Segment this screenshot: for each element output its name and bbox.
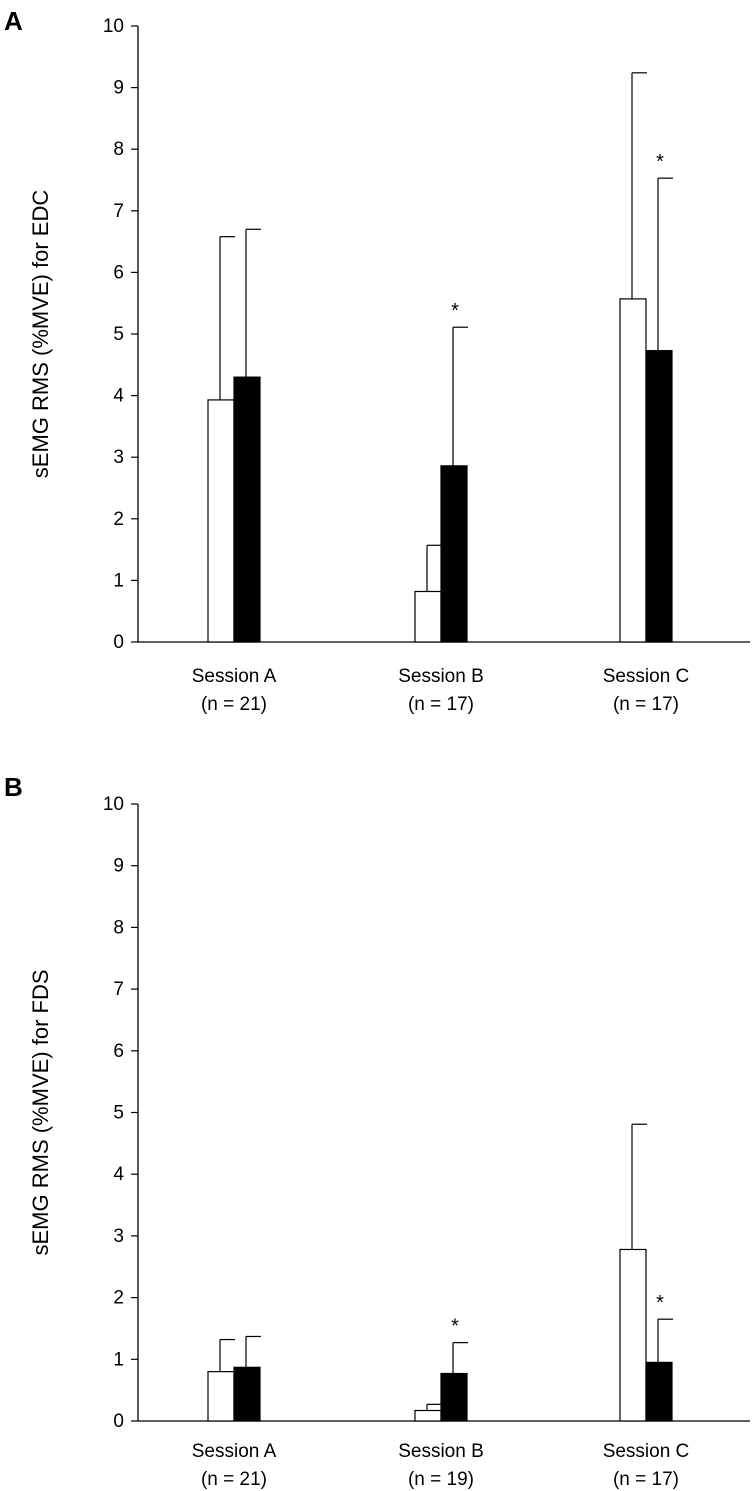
y-tick-label: 9 — [113, 78, 124, 99]
category-n-label: (n = 19) — [408, 1469, 474, 1490]
y-tick-label: 6 — [113, 1041, 124, 1062]
y-tick-label: 3 — [113, 447, 124, 468]
bar-filled — [233, 1366, 261, 1422]
y-tick-label: 7 — [113, 201, 124, 222]
y-tick-label: 7 — [113, 979, 124, 1000]
y-tick-label: 5 — [113, 1103, 124, 1124]
bar-filled — [440, 465, 468, 643]
bar-open — [414, 590, 442, 643]
panel-label-b: B — [4, 772, 23, 802]
y-tick-label: 5 — [113, 324, 124, 345]
bar-open — [207, 399, 235, 643]
y-tick-label: 1 — [113, 570, 124, 591]
category-label: Session A — [192, 666, 277, 687]
category-n-label: (n = 21) — [201, 1469, 267, 1490]
category-label: Session C — [603, 1441, 690, 1462]
y-axis-title: sEMG RMS (%MVE) for EDC — [28, 190, 53, 479]
category-n-label: (n = 17) — [408, 694, 474, 715]
y-tick-label: 4 — [113, 386, 124, 407]
y-tick-label: 0 — [113, 632, 124, 653]
y-tick-label: 0 — [113, 1411, 124, 1432]
y-tick-label: 2 — [113, 1288, 124, 1309]
bar-filled — [233, 376, 261, 643]
bar-filled — [645, 350, 673, 643]
category-label: Session B — [398, 1441, 484, 1462]
significance-marker: * — [656, 151, 664, 173]
y-tick-label: 1 — [113, 1349, 124, 1370]
panel-label-a: A — [4, 6, 23, 36]
significance-marker: * — [656, 1292, 664, 1314]
category-label: Session A — [192, 1441, 277, 1462]
y-tick-label: 6 — [113, 262, 124, 283]
y-tick-label: 3 — [113, 1226, 124, 1247]
y-tick-label: 8 — [113, 917, 124, 938]
category-label: Session C — [603, 666, 690, 687]
category-n-label: (n = 17) — [613, 694, 679, 715]
y-tick-label: 10 — [103, 794, 124, 815]
category-n-label: (n = 21) — [201, 694, 267, 715]
bar-open — [619, 298, 647, 643]
category-label: Session B — [398, 666, 484, 687]
bar-open — [207, 1371, 235, 1422]
bar-filled — [440, 1372, 468, 1422]
bar-open — [414, 1409, 442, 1422]
category-n-label: (n = 17) — [613, 1469, 679, 1490]
y-axis-title: sEMG RMS (%MVE) for FDS — [28, 969, 53, 1255]
y-tick-label: 9 — [113, 856, 124, 877]
y-tick-label: 8 — [113, 139, 124, 160]
significance-marker: * — [451, 1316, 459, 1338]
bar-filled — [645, 1361, 673, 1422]
bar-open — [619, 1248, 647, 1422]
significance-marker: * — [451, 300, 459, 322]
y-tick-label: 10 — [103, 16, 124, 37]
y-tick-label: 2 — [113, 509, 124, 530]
y-tick-label: 4 — [113, 1164, 124, 1185]
